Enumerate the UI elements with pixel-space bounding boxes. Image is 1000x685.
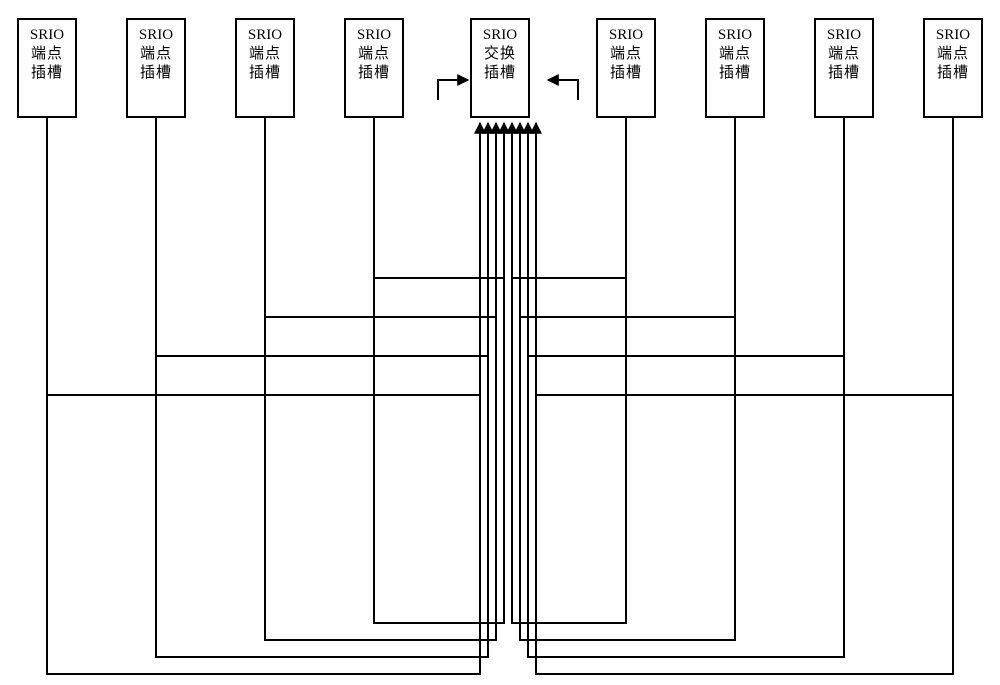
- u-route: [265, 118, 496, 640]
- u-route: [374, 118, 504, 623]
- side-arrow: [548, 80, 578, 100]
- u-route: [520, 118, 735, 640]
- wiring-diagram: [0, 0, 1000, 685]
- u-route: [528, 118, 844, 657]
- side-arrow: [438, 80, 468, 100]
- u-route: [512, 118, 626, 623]
- u-route: [156, 118, 488, 657]
